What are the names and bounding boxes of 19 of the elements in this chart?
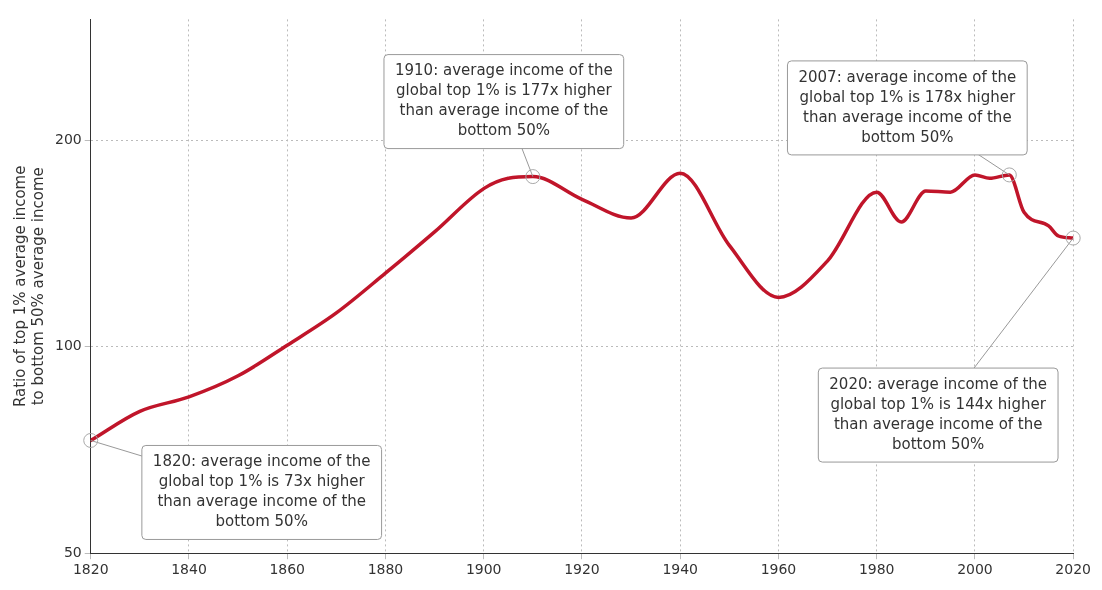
x-tick-label: 1840 <box>171 561 207 578</box>
x-tick-label: 1960 <box>760 561 797 578</box>
annotation: 1820: average income of the global top 1% is 73x higher than average income of the bottom 50% <box>152 452 371 531</box>
y-axis-title: Ratio of top 1% average income to bottom 50% average income <box>10 165 47 408</box>
x-tick-label: 1900 <box>465 561 502 578</box>
x-tick-label: 1880 <box>367 561 404 578</box>
y-tick-label: 200 <box>54 130 82 147</box>
annotation: 2020: average income of the global top 1% is 144x higher than average income of the bottom 50% <box>829 374 1048 453</box>
x-tick-label: 1860 <box>269 561 306 578</box>
x-tick-label: 1940 <box>662 561 699 578</box>
x-tick-label: 1980 <box>858 561 895 578</box>
x-tick-label: 2020 <box>1055 561 1092 578</box>
y-tick-label: 50 <box>63 543 82 560</box>
x-tick-label: 2000 <box>957 561 993 578</box>
annotation: 2007: average income of the global top 1% is 178x higher than average income of the bottom 50% <box>798 67 1017 146</box>
y-tick-label: 100 <box>54 337 82 354</box>
annotation: 1910: average income of the global top 1% is 177x higher than average income of the bottom 50% <box>394 61 613 140</box>
x-tick-label: 1920 <box>564 561 600 578</box>
x-tick-label: 1820 <box>72 561 109 578</box>
